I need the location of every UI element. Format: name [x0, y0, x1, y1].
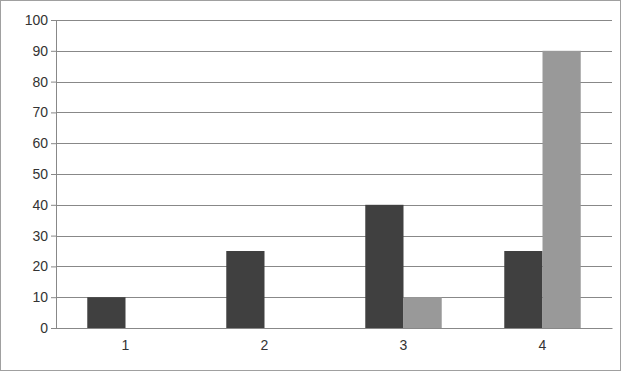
bar	[226, 251, 264, 328]
x-axis-line	[57, 328, 613, 329]
bar	[126, 328, 164, 329]
y-tick-label: 60	[32, 135, 48, 151]
y-tick-mark	[51, 82, 56, 83]
grid-line	[56, 328, 612, 329]
y-tick-mark	[51, 266, 56, 267]
y-tick: 20	[32, 258, 56, 274]
x-tick-label: 1	[122, 337, 130, 353]
y-tick-label: 100	[25, 12, 49, 28]
y-tick-mark	[51, 174, 56, 175]
bar	[404, 297, 442, 328]
grid-line	[56, 112, 612, 113]
x-tick-label: 3	[400, 337, 408, 353]
y-tick-mark	[51, 20, 56, 21]
y-tick-label: 70	[32, 104, 48, 120]
plot: 0 10 20 30 40 50 60 70 80 90 100 1 2 3 4	[25, 12, 613, 353]
grid-line	[56, 20, 612, 21]
y-axis: 0 10 20 30 40 50 60 70 80 90 100	[25, 12, 57, 336]
grid	[56, 21, 612, 329]
x-tick: 2	[261, 328, 269, 353]
y-tick-label: 90	[32, 43, 48, 59]
bar	[265, 328, 303, 329]
y-tick: 30	[32, 228, 56, 244]
y-tick-mark	[51, 236, 56, 237]
y-tick-label: 0	[40, 320, 48, 336]
bars	[87, 51, 580, 328]
y-tick-mark	[51, 51, 56, 52]
grid-line	[56, 174, 612, 175]
y-axis-line	[56, 21, 57, 329]
x-tick-label: 4	[539, 337, 547, 353]
x-tick-label: 2	[261, 337, 269, 353]
chart-border	[1, 1, 621, 371]
y-tick-label: 20	[32, 258, 48, 274]
x-axis: 1 2 3 4	[57, 328, 613, 353]
bar	[87, 297, 125, 328]
y-tick: 40	[32, 197, 56, 213]
grid-line	[56, 82, 612, 83]
y-tick-label: 10	[32, 289, 48, 305]
y-tick: 0	[40, 320, 56, 336]
bar	[365, 205, 403, 328]
chart: 0 10 20 30 40 50 60 70 80 90 100 1 2 3 4	[0, 0, 621, 371]
y-tick: 10	[32, 289, 56, 305]
y-tick: 60	[32, 135, 56, 151]
y-tick-mark	[51, 205, 56, 206]
x-tick: 4	[539, 328, 547, 353]
y-tick-label: 40	[32, 197, 48, 213]
y-tick-label: 30	[32, 228, 48, 244]
y-tick: 50	[32, 166, 56, 182]
x-tick: 3	[400, 328, 408, 353]
grid-line	[56, 143, 612, 144]
y-tick-mark	[51, 143, 56, 144]
grid-line	[56, 205, 612, 206]
grid-line	[56, 51, 612, 52]
bar	[543, 51, 581, 328]
x-tick: 1	[122, 328, 130, 353]
y-tick: 70	[32, 104, 56, 120]
bar	[504, 251, 542, 328]
grid-line	[56, 236, 612, 237]
y-tick: 100	[25, 12, 56, 28]
y-tick-mark	[51, 297, 56, 298]
y-tick: 80	[32, 74, 56, 90]
y-tick-mark	[51, 328, 56, 329]
y-tick: 90	[32, 43, 56, 59]
y-tick-label: 50	[32, 166, 48, 182]
y-tick-label: 80	[32, 74, 48, 90]
y-tick-mark	[51, 112, 56, 113]
